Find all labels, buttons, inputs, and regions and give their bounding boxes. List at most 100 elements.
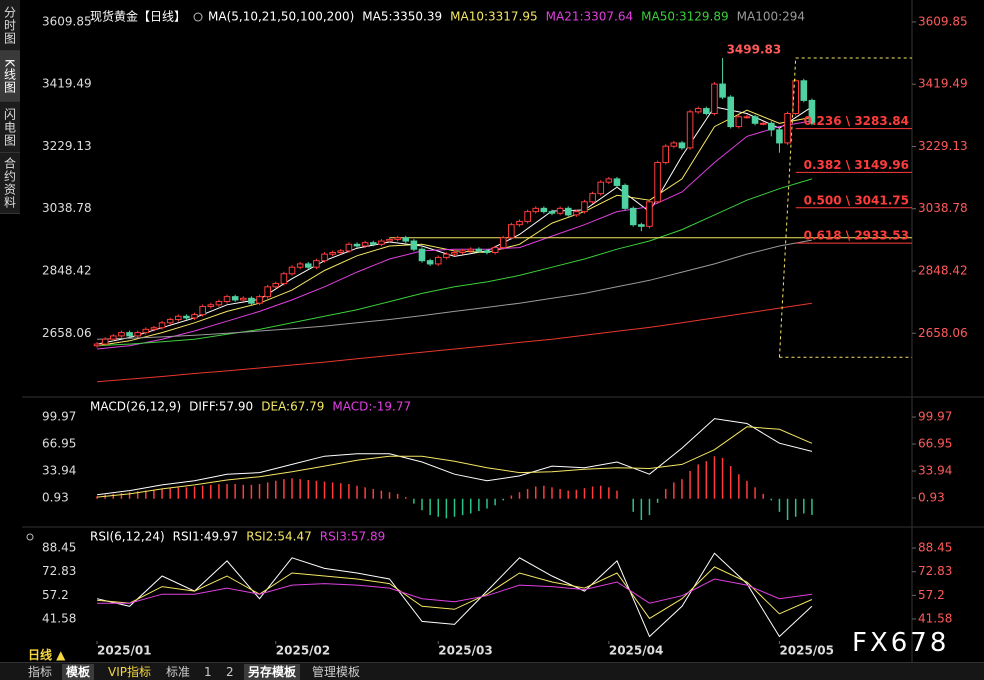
candle-body bbox=[751, 116, 759, 124]
candle-body bbox=[524, 211, 531, 222]
settings-icon[interactable] bbox=[26, 533, 34, 541]
y-tick-label: 2658.06 bbox=[42, 326, 92, 340]
series-line bbox=[97, 578, 812, 604]
candle-body bbox=[467, 248, 475, 252]
candle-body bbox=[459, 250, 466, 253]
side-tab[interactable]: 分时图 bbox=[0, 0, 20, 51]
side-tab[interactable]: 闪电图 bbox=[0, 102, 20, 153]
candle-body bbox=[304, 263, 312, 268]
candle-body bbox=[402, 237, 410, 242]
candle-body bbox=[605, 178, 613, 183]
candle-body bbox=[475, 248, 483, 252]
candle-body bbox=[231, 296, 239, 301]
fib-label: 0.236 \ 3283.84 bbox=[804, 114, 909, 128]
toolbar: 指标 模板 VIP指标 标准 1 2 另存模板 管理模板 bbox=[0, 662, 984, 680]
candle-body bbox=[678, 142, 686, 149]
candle-body bbox=[654, 162, 661, 203]
toolbar-item[interactable]: 2 bbox=[226, 665, 234, 679]
candle-body bbox=[694, 108, 702, 113]
candle-body bbox=[410, 240, 418, 250]
y-tick-label: 66.95 bbox=[918, 437, 952, 451]
y-tick-label: 72.83 bbox=[918, 564, 952, 578]
y-tick-label: 33.94 bbox=[42, 464, 76, 478]
candle-body bbox=[483, 250, 491, 253]
y-tick-label: 72.83 bbox=[42, 564, 76, 578]
fib-label: 0.500 \ 3041.75 bbox=[804, 193, 909, 207]
toolbar-item[interactable]: 另存模板 bbox=[244, 664, 301, 680]
candle-body bbox=[597, 181, 605, 195]
candle-body bbox=[548, 211, 556, 214]
x-tick-label: 2025/02 bbox=[276, 644, 330, 658]
candle-body bbox=[134, 332, 141, 337]
candle-body bbox=[329, 251, 336, 255]
candle-body bbox=[662, 145, 670, 164]
candle-body bbox=[508, 224, 515, 239]
series-line bbox=[97, 239, 812, 340]
toolbar-item[interactable]: 指标 bbox=[28, 665, 53, 679]
candle-body bbox=[215, 301, 223, 306]
candle-body bbox=[337, 250, 345, 253]
candle-body bbox=[126, 332, 133, 337]
candle-body bbox=[499, 237, 507, 249]
x-tick-label: 2025/01 bbox=[97, 644, 151, 658]
legend-item: MA5:3350.39 bbox=[362, 10, 442, 24]
candle-body bbox=[199, 305, 206, 316]
candle-body bbox=[191, 314, 198, 319]
candle-body bbox=[743, 116, 751, 119]
y-tick-label: 2848.42 bbox=[42, 263, 92, 277]
candle-body bbox=[296, 263, 304, 268]
candle-body bbox=[727, 96, 735, 128]
candle-body bbox=[264, 286, 271, 298]
toolbar-item[interactable]: 1 bbox=[204, 665, 212, 679]
candle-body bbox=[93, 343, 101, 347]
candle-body bbox=[142, 328, 150, 334]
candle-body bbox=[686, 111, 694, 149]
candle-body bbox=[150, 327, 158, 330]
candle-body bbox=[759, 122, 767, 125]
watermark: FX678 bbox=[852, 628, 950, 658]
y-tick-label: 3609.85 bbox=[42, 14, 92, 28]
legend-item: DEA:67.79 bbox=[261, 400, 324, 414]
indicator-icon bbox=[193, 12, 203, 22]
y-tick-label: 41.58 bbox=[42, 611, 76, 625]
candle-body bbox=[589, 193, 596, 203]
candle-body bbox=[174, 315, 182, 321]
y-tick-label: 3229.13 bbox=[42, 139, 92, 153]
legend-item: MA10:3317.95 bbox=[450, 10, 538, 24]
candle-body bbox=[158, 322, 166, 329]
candle-body bbox=[735, 116, 743, 128]
candle-body bbox=[784, 112, 791, 144]
candle-body bbox=[451, 251, 458, 255]
toolbar-item[interactable]: 管理模板 bbox=[312, 665, 361, 679]
toolbar-item[interactable]: 标准 bbox=[166, 665, 191, 679]
toolbar-item[interactable]: VIP指标 bbox=[108, 665, 151, 679]
y-tick-label: 41.58 bbox=[918, 611, 952, 625]
legend-item: DIFF:57.90 bbox=[189, 400, 253, 414]
series-line bbox=[97, 426, 813, 498]
toolbar-item[interactable]: 模板 bbox=[62, 664, 95, 680]
side-tab[interactable]: 合约资料 bbox=[0, 153, 20, 214]
candle-body bbox=[573, 211, 580, 216]
candle-body bbox=[369, 242, 377, 245]
candle-body bbox=[564, 207, 572, 216]
y-tick-label: 99.97 bbox=[42, 410, 76, 424]
candle-body bbox=[353, 243, 361, 247]
candle-body bbox=[288, 266, 296, 275]
y-tick-label: 3229.13 bbox=[918, 139, 968, 153]
candle-body bbox=[361, 242, 369, 247]
side-tab[interactable]: K线图 bbox=[0, 51, 20, 102]
candle-body bbox=[443, 253, 450, 258]
candle-body bbox=[776, 129, 783, 144]
candle-body bbox=[532, 207, 540, 213]
candle-body bbox=[345, 243, 353, 252]
candle-body bbox=[101, 338, 109, 345]
y-tick-label: 0.93 bbox=[42, 490, 69, 504]
fib-trend bbox=[778, 57, 797, 358]
period-tab[interactable]: 日线 ▲ bbox=[28, 648, 66, 662]
y-tick-label: 33.94 bbox=[918, 464, 952, 478]
candle-body bbox=[638, 224, 645, 227]
candle-body bbox=[183, 315, 190, 319]
y-tick-label: 99.97 bbox=[918, 410, 952, 424]
legend-item: RSI3:57.89 bbox=[320, 530, 386, 544]
